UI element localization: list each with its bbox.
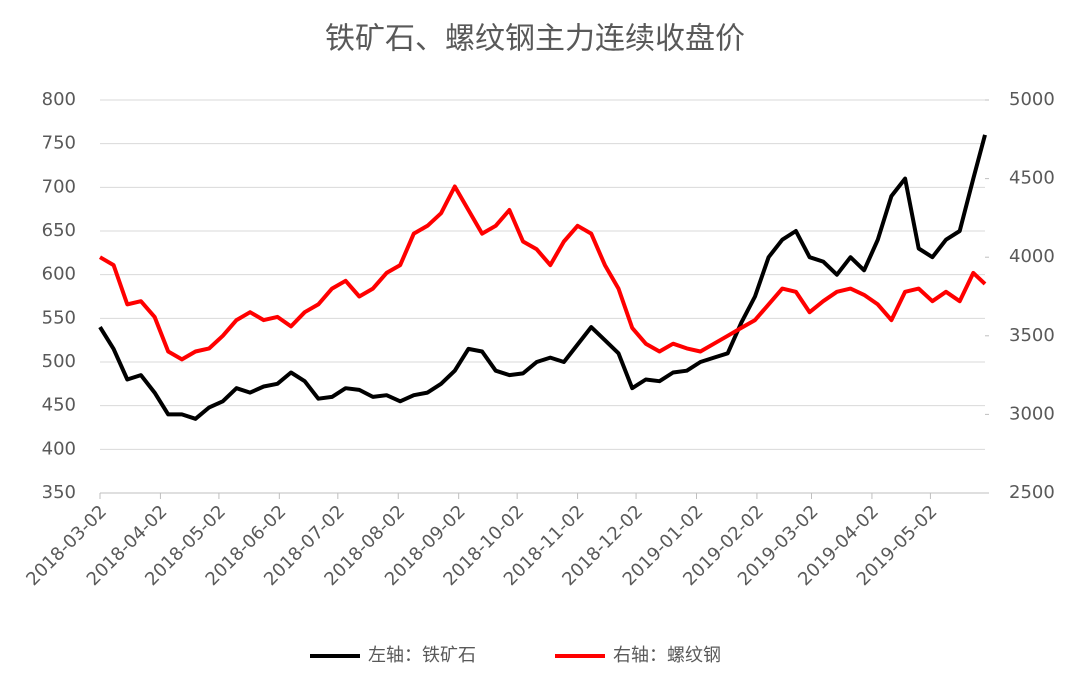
y2-tick-label: 3000 (1009, 403, 1055, 424)
y2-tick-label: 3500 (1009, 325, 1055, 346)
y-tick-label: 800 (42, 89, 76, 110)
y2-tick-label: 4000 (1009, 246, 1055, 267)
y-tick-label: 350 (42, 482, 76, 503)
y-tick-label: 500 (42, 351, 76, 372)
legend-label: 右轴：螺纹钢 (613, 645, 721, 666)
series-line (98, 134, 987, 421)
y-tick-label: 400 (42, 438, 76, 459)
y-tick-label: 650 (42, 220, 76, 241)
chart-title: 铁矿石、螺纹钢主力连续收盘价 (325, 22, 745, 57)
y-tick-label: 550 (42, 307, 76, 328)
y2-tick-label: 4500 (1009, 168, 1055, 189)
y-tick-label: 750 (42, 133, 76, 154)
y-tick-label: 600 (42, 264, 76, 285)
y-tick-label: 450 (42, 395, 76, 416)
legend-label: 左轴：铁矿石 (368, 645, 476, 666)
y-tick-label: 700 (42, 176, 76, 197)
y2-tick-label: 2500 (1009, 482, 1055, 503)
y2-tick-label: 5000 (1009, 89, 1055, 110)
series-line (98, 184, 987, 362)
